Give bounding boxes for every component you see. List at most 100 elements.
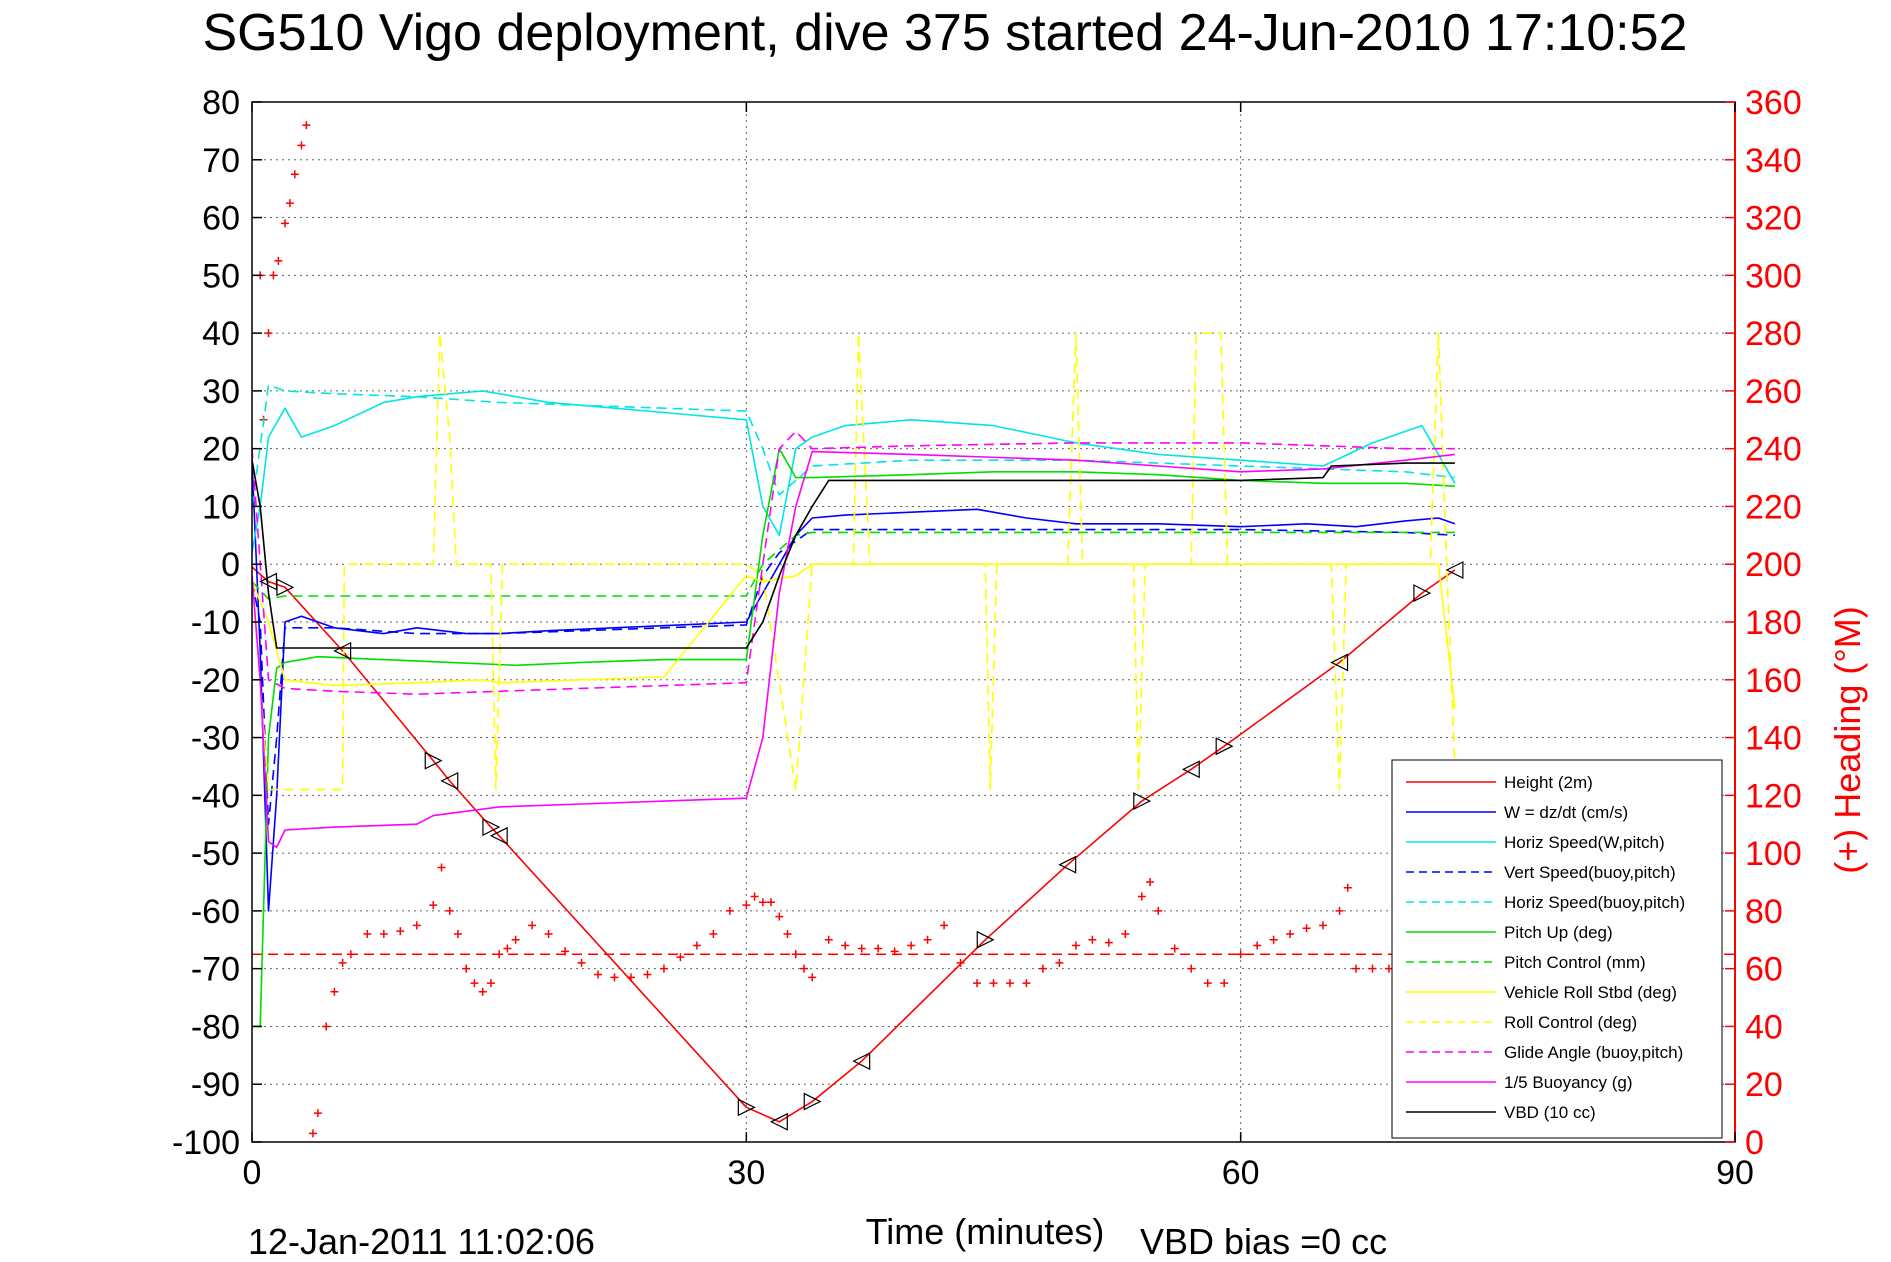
heading-point xyxy=(750,892,759,901)
legend-entry: Horiz Speed(W,pitch) xyxy=(1406,833,1665,852)
heading-point xyxy=(659,964,668,973)
heading-point xyxy=(1038,964,1047,973)
heading-point xyxy=(1319,921,1328,930)
heading-point xyxy=(274,256,283,265)
heading-point xyxy=(1343,883,1352,892)
height-marker xyxy=(440,771,459,790)
heading-point xyxy=(379,930,388,938)
heading-point xyxy=(940,921,949,930)
legend-entry: Pitch Control (mm) xyxy=(1406,953,1646,972)
series-line-11 xyxy=(252,460,1455,649)
heading-point xyxy=(577,958,586,967)
heading-point xyxy=(874,944,883,953)
heading-point xyxy=(308,1129,317,1138)
legend-entry: VBD (10 cc) xyxy=(1406,1103,1596,1122)
heading-point xyxy=(1088,935,1097,944)
heading-point xyxy=(989,979,998,988)
right-tick-label: 0 xyxy=(1745,1124,1764,1162)
y-tick-label: -100 xyxy=(172,1124,240,1162)
timestamp-footer: 12-Jan-2011 11:02:06 xyxy=(248,1221,595,1262)
legend-entry: Height (2m) xyxy=(1406,773,1593,792)
heading-point xyxy=(709,930,718,938)
height-marker xyxy=(1058,855,1077,874)
heading-point xyxy=(742,901,751,910)
heading-point xyxy=(808,973,817,982)
y-tick-label: 40 xyxy=(202,315,240,353)
heading-point xyxy=(1022,979,1031,988)
legend-label: Roll Control (deg) xyxy=(1504,1013,1637,1032)
legend-entry: Glide Angle (buoy,pitch) xyxy=(1406,1043,1683,1062)
series-line-4 xyxy=(252,384,1455,507)
legend-box xyxy=(1391,759,1723,1139)
right-tick-label: 140 xyxy=(1745,720,1802,758)
height-marker xyxy=(1413,584,1432,603)
legend-label: Vehicle Roll Stbd (deg) xyxy=(1504,983,1677,1002)
legend-label: Pitch Control (mm) xyxy=(1504,953,1646,972)
heading-point xyxy=(280,219,289,228)
heading-point xyxy=(412,921,421,930)
height-marker xyxy=(1181,760,1200,779)
legend-label: 1/5 Buoyancy (g) xyxy=(1504,1073,1633,1092)
heading-point xyxy=(676,953,685,962)
series-line-8 xyxy=(252,332,1456,791)
legend: Height (2m) W = dz/dt (cm/s) Horiz Speed(W… xyxy=(1391,759,1723,1139)
y-tick-label: 80 xyxy=(202,84,240,122)
heading-point xyxy=(824,935,833,944)
height-marker xyxy=(769,1112,788,1131)
right-tick-label: 260 xyxy=(1745,373,1802,411)
x-axis-ticks: 0 30 60 90 xyxy=(243,102,1754,1192)
legend-label: Horiz Speed(buoy,pitch) xyxy=(1504,893,1685,912)
series-line-10 xyxy=(252,450,1455,849)
heading-point xyxy=(470,979,479,988)
y-tick-label: -80 xyxy=(191,1008,240,1046)
legend-entry: Pitch Up (deg) xyxy=(1406,923,1613,942)
right-tick-label: 160 xyxy=(1745,662,1802,700)
series-line-9 xyxy=(252,430,1455,696)
right-tick-label: 100 xyxy=(1745,835,1802,873)
height-marker xyxy=(276,578,295,597)
heading-point xyxy=(907,941,916,950)
heading-point xyxy=(429,901,438,910)
y-tick-label: -30 xyxy=(191,720,240,758)
y-tick-label: -70 xyxy=(191,951,240,989)
y-tick-label: 60 xyxy=(202,200,240,238)
heading-point xyxy=(330,987,339,996)
heading-point xyxy=(528,921,537,930)
heading-point xyxy=(610,973,619,982)
right-tick-label: 320 xyxy=(1745,200,1802,238)
heading-point xyxy=(486,979,495,988)
heading-point xyxy=(1220,979,1229,988)
y-axis-ticks: 80 70 60 50 40 30 20 10 0 -10 -20 -30 -40 -50 -60 -70 -8… xyxy=(172,84,262,1162)
heading-point xyxy=(725,906,734,915)
right-tick-label: 300 xyxy=(1745,257,1802,295)
legend-entry: Horiz Speed(buoy,pitch) xyxy=(1406,893,1685,912)
y-tick-label: -50 xyxy=(191,835,240,873)
heading-point xyxy=(1352,964,1361,973)
heading-point xyxy=(503,944,512,953)
y-tick-label: -90 xyxy=(191,1066,240,1104)
right-tick-label: 60 xyxy=(1745,951,1783,989)
height-marker xyxy=(976,930,995,949)
height-marker xyxy=(489,826,508,845)
height-marker xyxy=(333,641,352,660)
legend-label: Pitch Up (deg) xyxy=(1504,923,1613,942)
heading-point xyxy=(767,898,776,907)
heading-point xyxy=(1104,938,1113,947)
series-line-3 xyxy=(252,528,1455,826)
y-tick-label: 20 xyxy=(202,431,240,469)
heading-point xyxy=(1071,941,1080,950)
x-tick-label: 60 xyxy=(1222,1154,1260,1192)
heading-point xyxy=(322,1022,331,1031)
heading-point xyxy=(462,964,471,973)
heading-point xyxy=(544,930,553,938)
heading-point xyxy=(1253,941,1262,950)
y-tick-label: 70 xyxy=(202,142,240,180)
heading-point xyxy=(594,970,603,979)
heading-point xyxy=(800,964,809,973)
height-marker xyxy=(1133,792,1152,811)
right-tick-label: 220 xyxy=(1745,488,1802,526)
heading-point xyxy=(1187,964,1196,973)
heading-point xyxy=(1055,958,1064,967)
heading-point xyxy=(973,979,982,988)
heading-point xyxy=(956,958,965,967)
